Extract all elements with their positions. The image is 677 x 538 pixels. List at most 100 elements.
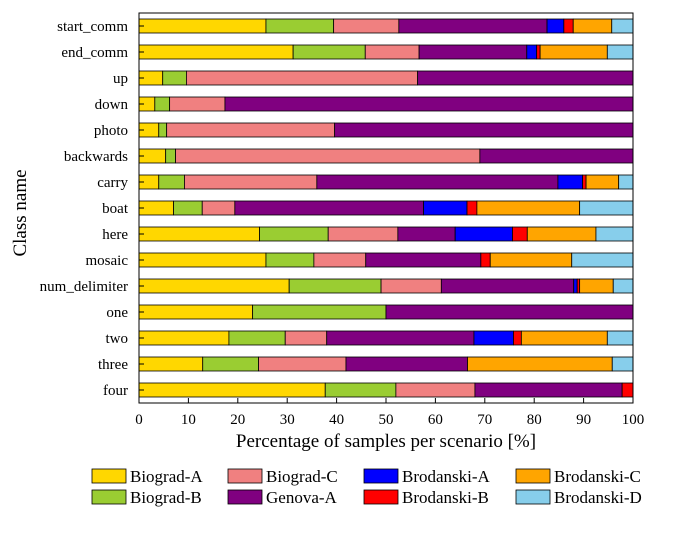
x-tick-label: 100 <box>622 412 645 428</box>
bar-segment-mosaic-brodanski-d <box>571 252 634 268</box>
bar-segment-four-biograd-b <box>324 382 397 398</box>
bar-segment-backwards-genova-a <box>479 148 634 164</box>
bar-segment-four-biograd-a <box>138 382 326 398</box>
bar-segment-three-brodanski-c <box>467 356 613 372</box>
bar-segment-two-brodanski-c <box>520 330 608 346</box>
legend-swatch-genova-a <box>227 489 263 505</box>
bar-segment-end_comm-brodanski-c <box>539 44 608 60</box>
bar-segment-two-biograd-c <box>284 330 328 346</box>
x-tick-label: 80 <box>527 412 542 428</box>
bar-segment-photo-biograd-b <box>158 122 168 138</box>
bar-segment-start_comm-biograd-a <box>138 18 267 34</box>
bar-segment-here-brodanski-c <box>526 226 597 242</box>
bar-segment-here-biograd-c <box>327 226 399 242</box>
bar-segment-start_comm-brodanski-b <box>563 18 574 34</box>
bar-segment-photo-biograd-c <box>166 122 336 138</box>
legend: Biograd-A Biograd-B Biograd-C Genova-A Broda… <box>91 467 642 507</box>
bar-segment-carry-biograd-c <box>184 174 318 190</box>
legend-label-genova-a: Genova-A <box>266 488 338 507</box>
bar-segment-carry-brodanski-d <box>618 174 634 190</box>
bar-segment-end_comm-genova-a <box>418 44 528 60</box>
bar-segment-one-biograd-a <box>138 304 254 320</box>
bar-segment-four-brodanski-b <box>621 382 634 398</box>
x-tick-label: 10 <box>181 412 196 428</box>
bar-segment-carry-genova-a <box>316 174 559 190</box>
bar-segment-end_comm-biograd-b <box>292 44 366 60</box>
bar-segment-start_comm-biograd-b <box>265 18 335 34</box>
bar-segment-backwards-biograd-b <box>165 148 176 164</box>
bar-segment-num_delimiter-biograd-b <box>288 278 382 294</box>
bar-segment-num_delimiter-brodanski-c <box>579 278 614 294</box>
bar-segment-mosaic-biograd-b <box>265 252 315 268</box>
bar-segment-end_comm-brodanski-d <box>606 44 634 60</box>
legend-swatch-biograd-b <box>91 489 127 505</box>
bar-segment-boat-brodanski-d <box>579 200 634 216</box>
legend-swatch-brodanski-a <box>363 468 399 484</box>
y-tick-label: end_comm <box>61 45 128 61</box>
legend-label-biograd-b: Biograd-B <box>130 488 202 507</box>
bar-segment-num_delimiter-brodanski-a <box>573 278 578 294</box>
bar-segment-num_delimiter-biograd-a <box>138 278 290 294</box>
legend-swatch-biograd-a <box>91 468 127 484</box>
y-tick-label: boat <box>102 201 129 217</box>
bar-segment-start_comm-brodanski-a <box>546 18 565 34</box>
bar-segment-start_comm-biograd-c <box>333 18 400 34</box>
bar-segment-two-genova-a <box>326 330 475 346</box>
bar-segment-num_delimiter-brodanski-d <box>612 278 634 294</box>
bar-segment-boat-biograd-b <box>173 200 203 216</box>
bar-segment-here-brodanski-a <box>454 226 513 242</box>
legend-swatch-brodanski-b <box>363 489 399 505</box>
bar-segment-mosaic-biograd-a <box>138 252 267 268</box>
legend-label-brodanski-d: Brodanski-D <box>554 488 642 507</box>
bar-segment-end_comm-brodanski-a <box>526 44 538 60</box>
bar-segment-three-biograd-b <box>202 356 259 372</box>
bar-segment-here-biograd-b <box>259 226 329 242</box>
bar-segment-three-genova-a <box>345 356 468 372</box>
bar-segment-two-brodanski-b <box>513 330 522 346</box>
bar-segment-here-brodanski-b <box>512 226 528 242</box>
bar-segment-carry-biograd-b <box>158 174 185 190</box>
x-tick-label: 70 <box>477 412 492 428</box>
y-tick-label: two <box>106 331 129 347</box>
y-tick-label: up <box>113 71 128 87</box>
bar-segment-boat-brodanski-a <box>423 200 468 216</box>
x-tick-label: 0 <box>135 412 143 428</box>
legend-swatch-brodanski-d <box>515 489 551 505</box>
bar-segment-carry-brodanski-b <box>582 174 587 190</box>
bar-segment-up-genova-a <box>417 70 634 86</box>
y-tick-label: num_delimiter <box>40 279 128 295</box>
bar-segment-two-biograd-b <box>228 330 286 346</box>
bar-segment-one-genova-a <box>385 304 634 320</box>
bar-segment-num_delimiter-genova-a <box>440 278 575 294</box>
y-tick-label: down <box>95 97 129 113</box>
bar-segment-mosaic-brodanski-b <box>480 252 491 268</box>
y-tick-label: backwards <box>64 149 128 165</box>
bar-segment-three-brodanski-d <box>611 356 634 372</box>
bar-segment-mosaic-brodanski-c <box>489 252 573 268</box>
bars-layer <box>138 18 634 398</box>
x-axis-label: Percentage of samples per scenario [%] <box>236 431 536 452</box>
bar-segment-up-biograd-c <box>186 70 419 86</box>
y-tick-label: start_comm <box>57 19 128 35</box>
x-tick-label: 90 <box>576 412 591 428</box>
bar-segment-num_delimiter-biograd-c <box>380 278 442 294</box>
y-tick-label: here <box>102 227 128 243</box>
y-tick-label: four <box>103 383 128 399</box>
bar-segment-two-brodanski-a <box>473 330 514 346</box>
y-tick-label: three <box>98 357 128 373</box>
bar-segment-boat-brodanski-b <box>466 200 478 216</box>
legend-label-biograd-a: Biograd-A <box>130 467 203 486</box>
bar-segment-one-biograd-b <box>252 304 387 320</box>
bar-segment-up-biograd-b <box>162 70 187 86</box>
bar-segment-here-genova-a <box>397 226 456 242</box>
bar-segment-boat-brodanski-c <box>476 200 581 216</box>
y-axis-label: Class name <box>10 169 31 256</box>
bar-segment-start_comm-genova-a <box>398 18 548 34</box>
bar-segment-start_comm-brodanski-c <box>572 18 613 34</box>
y-tick-label: mosaic <box>86 253 129 269</box>
bar-segment-two-biograd-a <box>138 330 230 346</box>
bar-segment-four-genova-a <box>474 382 623 398</box>
